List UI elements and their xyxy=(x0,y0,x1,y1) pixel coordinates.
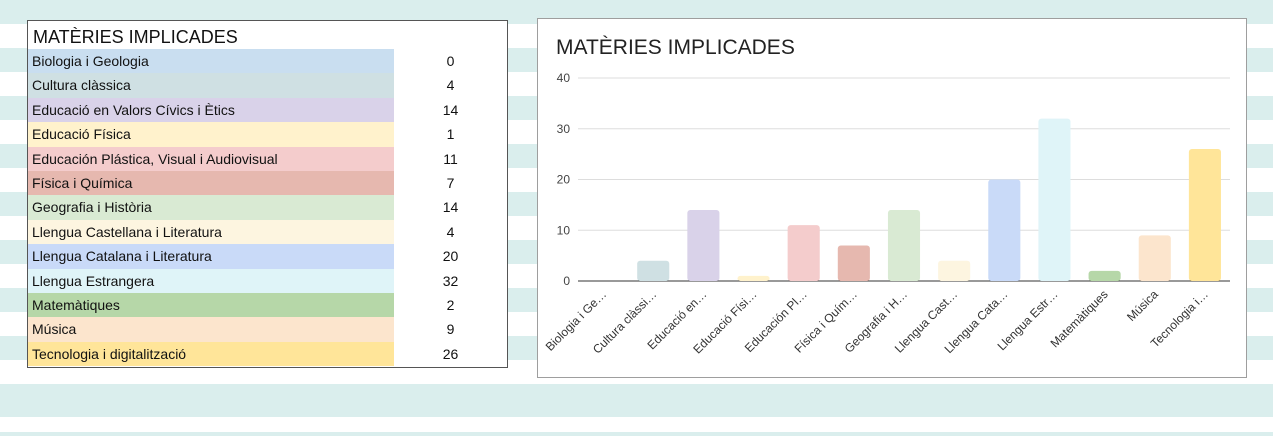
bar[interactable] xyxy=(637,260,670,281)
subject-count-cell[interactable]: 1 xyxy=(394,122,507,147)
subject-count-cell[interactable]: 4 xyxy=(394,73,507,98)
y-tick-label: 10 xyxy=(557,223,571,237)
subject-count-cell[interactable]: 20 xyxy=(394,244,507,269)
bar[interactable] xyxy=(837,245,870,281)
bar[interactable] xyxy=(887,209,921,281)
subject-name-cell[interactable]: Geografia i Història xyxy=(28,195,394,220)
bar[interactable] xyxy=(938,260,971,281)
y-tick-label: 20 xyxy=(557,173,571,187)
table-row: Llengua Catalana i Literatura 20 xyxy=(28,244,507,269)
bar[interactable] xyxy=(687,209,720,281)
sheet-background-stripe xyxy=(0,393,1273,417)
table-row: Llengua Castellana i Literatura 4 xyxy=(28,219,507,245)
subject-name-cell[interactable]: Educació en Valors Cívics i Ètics xyxy=(28,97,394,123)
bar[interactable] xyxy=(1088,270,1121,281)
subject-name-cell[interactable]: Física i Química xyxy=(28,170,394,196)
table-row: Cultura clàssica 4 xyxy=(28,73,507,98)
subject-name-cell[interactable]: Biologia i Geologia xyxy=(28,49,394,74)
table-row: Llengua Estrangera 32 xyxy=(28,268,507,293)
subject-name-cell[interactable]: Llengua Estrangera xyxy=(28,268,394,293)
subject-count-cell[interactable]: 14 xyxy=(394,195,507,220)
table-rows: Biologia i Geologia 0 Cultura clàssica 4 Edu… xyxy=(28,49,507,367)
bar-chart: MATÈRIES IMPLICADES 0 10 20 30 40 Biologia i … xyxy=(537,18,1247,378)
table-row: Biologia i Geologia 0 xyxy=(28,49,507,74)
subject-count-cell[interactable]: 32 xyxy=(394,268,507,293)
subject-name-cell[interactable]: Llengua Castellana i Literatura xyxy=(28,219,394,245)
subject-name-cell[interactable]: Cultura clàssica xyxy=(28,73,394,98)
subject-count-cell[interactable]: 2 xyxy=(394,292,507,318)
subject-count-cell[interactable]: 14 xyxy=(394,97,507,123)
subject-count-cell[interactable]: 11 xyxy=(394,146,507,171)
subject-count-cell[interactable]: 0 xyxy=(394,49,507,74)
subject-name-cell[interactable]: Tecnologia i digitalització xyxy=(28,341,394,367)
table-row: Física i Química 7 xyxy=(28,170,507,196)
table-row: Música 9 xyxy=(28,317,507,342)
y-tick-label: 0 xyxy=(563,274,570,288)
subject-name-cell[interactable]: Música xyxy=(28,317,394,342)
bar[interactable] xyxy=(1038,118,1071,281)
bar[interactable] xyxy=(1188,149,1221,281)
table-row: Educació en Valors Cívics i Ètics 14 xyxy=(28,97,507,123)
y-tick-label: 30 xyxy=(557,122,571,136)
bar[interactable] xyxy=(737,275,770,281)
subject-name-cell[interactable]: Matemàtiques xyxy=(28,292,394,318)
bar[interactable] xyxy=(787,225,820,281)
subject-name-cell[interactable]: Llengua Catalana i Literatura xyxy=(28,244,394,269)
bar[interactable] xyxy=(1138,235,1171,281)
subject-count-cell[interactable]: 26 xyxy=(394,341,507,367)
table-row: Educación Plástica, Visual i Audiovisual… xyxy=(28,146,507,171)
subject-count-cell[interactable]: 9 xyxy=(394,317,507,342)
bar[interactable] xyxy=(988,179,1021,282)
x-category-label: Música xyxy=(1124,287,1161,324)
y-tick-label: 40 xyxy=(557,71,571,85)
table-row: Matemàtiques 2 xyxy=(28,292,507,318)
table-row: Educació Física 1 xyxy=(28,122,507,147)
chart-title: MATÈRIES IMPLICADES xyxy=(556,36,795,59)
subject-count-cell[interactable]: 4 xyxy=(394,219,507,245)
subject-count-cell[interactable]: 7 xyxy=(394,170,507,196)
table-row: Tecnologia i digitalització 26 xyxy=(28,341,507,367)
subjects-table: MATÈRIES IMPLICADES Biologia i Geologia 0… xyxy=(27,20,508,368)
table-row: Geografia i Història 14 xyxy=(28,195,507,220)
subject-name-cell[interactable]: Educación Plástica, Visual i Audiovisual xyxy=(28,146,394,171)
table-title: MATÈRIES IMPLICADES xyxy=(33,27,238,47)
subject-name-cell[interactable]: Educació Física xyxy=(28,122,394,147)
